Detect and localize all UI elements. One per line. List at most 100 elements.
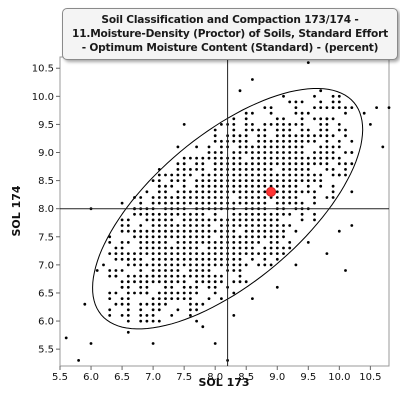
data-point bbox=[244, 128, 248, 132]
chart-title-box: Soil Classification and Compaction 173/1… bbox=[62, 8, 398, 60]
data-point bbox=[381, 145, 385, 149]
data-point bbox=[306, 111, 310, 115]
data-point bbox=[170, 224, 174, 227]
data-point bbox=[126, 229, 130, 233]
data-point bbox=[275, 151, 279, 154]
data-point bbox=[201, 269, 205, 272]
data-point bbox=[232, 263, 236, 267]
data-point bbox=[344, 134, 347, 138]
data-point bbox=[244, 235, 248, 239]
data-point bbox=[170, 173, 174, 177]
data-point bbox=[120, 201, 124, 205]
data-point bbox=[164, 241, 167, 244]
data-point bbox=[300, 117, 304, 121]
data-point bbox=[337, 128, 341, 132]
data-point bbox=[151, 314, 155, 317]
data-point bbox=[251, 229, 254, 233]
y-tick-label: 8.0 bbox=[38, 204, 54, 215]
data-point bbox=[213, 280, 217, 284]
data-point bbox=[220, 173, 223, 177]
data-point bbox=[313, 117, 316, 121]
data-point bbox=[269, 145, 273, 149]
data-point bbox=[220, 156, 223, 160]
data-point bbox=[232, 179, 236, 183]
data-point bbox=[232, 246, 236, 250]
data-point bbox=[201, 229, 205, 233]
data-point bbox=[251, 241, 254, 244]
data-point bbox=[176, 297, 180, 300]
data-point bbox=[232, 224, 236, 227]
data-point bbox=[251, 190, 254, 194]
data-point bbox=[269, 252, 273, 256]
data-point bbox=[120, 297, 124, 300]
data-point bbox=[195, 212, 199, 216]
data-point bbox=[176, 224, 180, 227]
data-point bbox=[244, 241, 248, 244]
data-point bbox=[114, 291, 118, 295]
data-point bbox=[294, 196, 298, 199]
data-point bbox=[170, 201, 174, 205]
data-point bbox=[306, 128, 310, 132]
data-point bbox=[195, 319, 199, 323]
data-point bbox=[126, 297, 130, 300]
data-point bbox=[182, 246, 186, 250]
data-point bbox=[64, 336, 68, 340]
data-point bbox=[288, 123, 292, 126]
data-point bbox=[275, 117, 279, 121]
data-point bbox=[319, 156, 323, 160]
data-point bbox=[257, 168, 260, 171]
data-point bbox=[213, 257, 217, 261]
data-point bbox=[213, 246, 217, 250]
data-point bbox=[189, 285, 192, 289]
data-point bbox=[170, 274, 174, 278]
data-point bbox=[251, 252, 254, 256]
data-point bbox=[139, 302, 143, 306]
data-point bbox=[238, 162, 242, 166]
data-point bbox=[213, 156, 217, 160]
data-point bbox=[232, 252, 236, 256]
data-point bbox=[232, 117, 236, 121]
highlighted-point[interactable] bbox=[266, 186, 277, 197]
data-point bbox=[151, 229, 155, 233]
data-point bbox=[182, 297, 186, 300]
data-point bbox=[207, 156, 211, 160]
data-point bbox=[282, 190, 285, 194]
data-point bbox=[238, 218, 242, 222]
data-point bbox=[232, 168, 236, 171]
data-point bbox=[319, 173, 323, 177]
data-point bbox=[189, 246, 192, 250]
data-point bbox=[195, 156, 199, 160]
data-point bbox=[251, 162, 254, 166]
data-point bbox=[126, 257, 130, 261]
data-point bbox=[313, 173, 316, 177]
data-point bbox=[263, 257, 267, 261]
data-point bbox=[114, 246, 118, 250]
data-point bbox=[164, 257, 167, 261]
data-point bbox=[139, 263, 143, 267]
data-point bbox=[337, 106, 341, 109]
data-point bbox=[300, 201, 304, 205]
data-point bbox=[145, 252, 149, 256]
y-tick-label: 7.5 bbox=[38, 232, 54, 243]
data-point bbox=[120, 285, 124, 289]
data-point bbox=[263, 128, 267, 132]
y-tick-label: 8.5 bbox=[38, 176, 54, 187]
data-point bbox=[207, 274, 211, 278]
data-point bbox=[263, 106, 267, 109]
data-point bbox=[263, 218, 267, 222]
data-point bbox=[170, 252, 174, 256]
data-point bbox=[170, 291, 174, 295]
data-point bbox=[282, 196, 285, 199]
data-point bbox=[282, 139, 285, 143]
data-point bbox=[164, 212, 167, 216]
data-point bbox=[170, 269, 174, 272]
data-point bbox=[257, 252, 260, 256]
x-tick-label: 9.0 bbox=[269, 372, 285, 383]
data-point bbox=[182, 168, 186, 171]
data-point bbox=[251, 168, 254, 171]
data-point bbox=[139, 196, 143, 199]
data-point bbox=[282, 134, 285, 138]
x-tick-label: 6.0 bbox=[83, 372, 99, 383]
data-point bbox=[232, 218, 236, 222]
data-point bbox=[201, 241, 205, 244]
